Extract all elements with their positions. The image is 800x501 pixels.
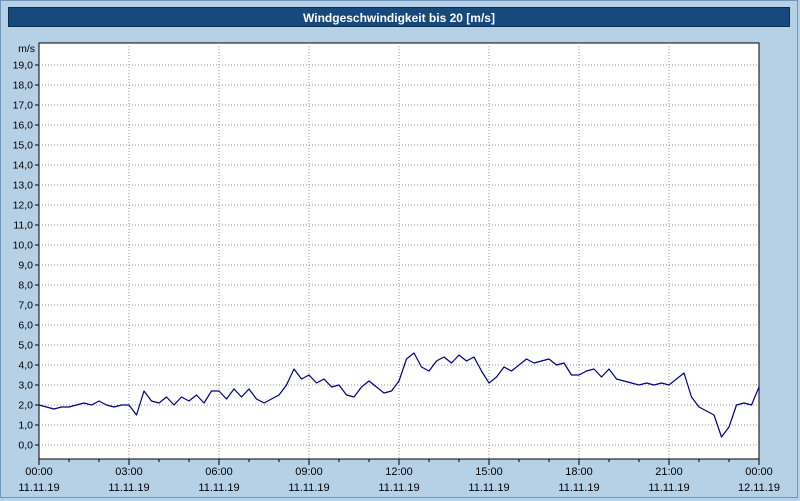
y-tick-label: 16,0: [13, 120, 34, 132]
x-tick-date-label: 11.11.19: [288, 482, 329, 494]
x-tick-date-label: 12.11.19: [738, 482, 780, 494]
y-tick-label: 15,0: [13, 140, 34, 152]
y-tick-label: 14,0: [13, 160, 34, 172]
y-axis-unit-label: m/s: [18, 43, 35, 55]
chart-title-bar: Windgeschwindigkeit bis 20 [m/s]: [8, 7, 790, 27]
x-tick-time-label: 09:00: [295, 466, 323, 478]
y-tick-label: 10,0: [13, 240, 34, 252]
x-tick-date-label: 11.11.19: [198, 482, 239, 494]
y-tick-label: 18,0: [13, 80, 34, 92]
y-tick-label: 1,0: [18, 420, 33, 432]
wind-speed-line: [38, 352, 760, 438]
x-tick-time-label: 00:00: [25, 466, 53, 478]
x-tick-time-label: 03:00: [115, 466, 143, 478]
chart-svg: 0,0 1,0 2,0 3,0 4,0 5,0 6,0 7,0 8,0 9,0 10,0 11,0 12…: [13, 42, 780, 494]
y-tick-label: 2,0: [18, 400, 33, 412]
y-tick-label: 0,0: [18, 440, 33, 452]
x-tick-date-label: 11.11.19: [468, 482, 509, 494]
y-tick-label: 5,0: [18, 340, 33, 352]
x-tick-date-label: 11.11.19: [558, 482, 599, 494]
y-tick-label: 12,0: [13, 200, 34, 212]
y-tick-label: 3,0: [18, 380, 33, 392]
y-tick-label: 7,0: [18, 300, 33, 312]
x-tick-time-label: 00:00: [745, 466, 773, 478]
x-tick-date-label: 11.11.19: [648, 482, 689, 494]
chart-title: Windgeschwindigkeit bis 20 [m/s]: [303, 11, 495, 25]
x-tick-time-label: 15:00: [475, 466, 503, 478]
x-tick-time-label: 18:00: [565, 466, 593, 478]
x-tick-time-label: 21:00: [655, 466, 683, 478]
x-tick-date-label: 11.11.19: [18, 482, 59, 494]
x-tick-date-label: 11.11.19: [108, 482, 149, 494]
y-tick-label: 11,0: [13, 220, 33, 232]
x-tick-time-label: 06:00: [205, 466, 233, 478]
y-tick-label: 19,0: [13, 60, 34, 72]
y-tick-label: 6,0: [18, 320, 33, 332]
y-tick-label: 17,0: [13, 100, 34, 112]
y-tick-label: 8,0: [18, 280, 33, 292]
x-tick-time-label: 12:00: [385, 466, 413, 478]
x-tick-date-label: 11.11.19: [378, 482, 419, 494]
y-tick-label: 9,0: [18, 260, 33, 272]
y-tick-label: 13,0: [13, 180, 34, 192]
y-tick-label: 4,0: [18, 360, 33, 372]
